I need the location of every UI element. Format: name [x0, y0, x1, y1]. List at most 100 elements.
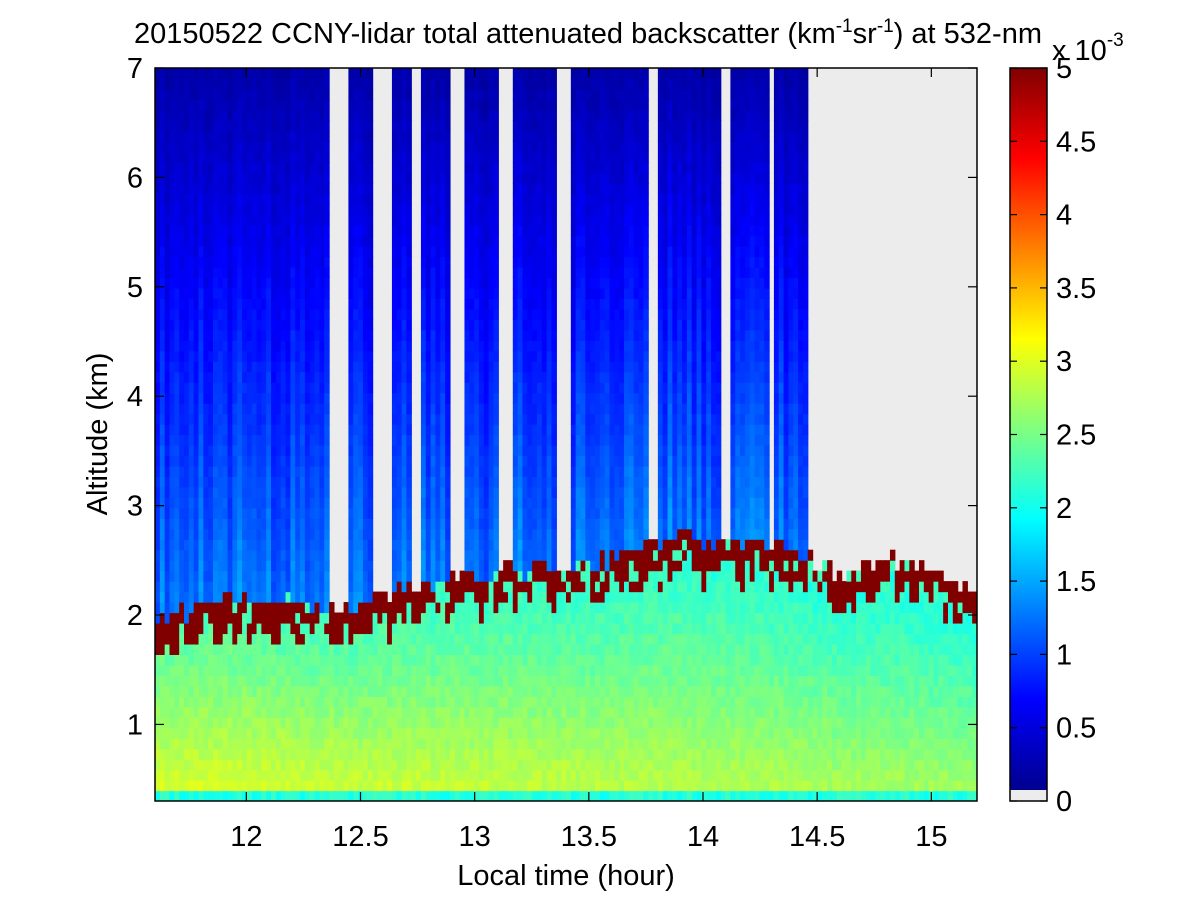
heatmap-cell [483, 350, 490, 362]
heatmap-cell [237, 392, 243, 404]
heatmap-cell [295, 539, 301, 551]
heatmap-cell [420, 591, 427, 603]
heatmap-cell [290, 350, 296, 362]
heatmap-cell [300, 371, 306, 383]
heatmap-cell [314, 109, 320, 121]
heatmap-cell [391, 518, 398, 530]
heatmap-cell [329, 654, 335, 666]
heatmap-cell [179, 371, 185, 383]
heatmap-cell [319, 350, 325, 362]
heatmap-cell [430, 570, 437, 582]
heatmap-cell [213, 340, 219, 352]
heatmap-cell [174, 602, 180, 614]
heatmap-cell [217, 759, 224, 771]
heatmap-cell [193, 560, 200, 572]
heatmap-cell [266, 444, 272, 457]
heatmap-cell [401, 706, 408, 718]
heatmap-cell [227, 130, 233, 142]
heatmap-cell [251, 350, 258, 362]
heatmap-cell [159, 622, 166, 635]
heatmap-cell [314, 507, 320, 519]
heatmap-cell [488, 664, 495, 676]
heatmap-cell [222, 549, 229, 561]
heatmap-cell [198, 329, 204, 341]
heatmap-cell [362, 329, 369, 341]
heatmap-cell [488, 633, 495, 645]
heatmap-cell [522, 109, 528, 121]
heatmap-cell [527, 130, 533, 142]
heatmap-cell [227, 455, 233, 467]
heatmap-cell [232, 602, 238, 614]
heatmap-cell [425, 277, 432, 289]
heatmap-cell [159, 78, 166, 90]
heatmap-cell [435, 748, 441, 760]
heatmap-cell [493, 120, 499, 132]
heatmap-cell [222, 183, 229, 195]
heatmap-cell [362, 434, 369, 446]
heatmap-cell [474, 602, 480, 614]
heatmap-cell [367, 539, 374, 551]
heatmap-cell [382, 622, 388, 635]
heatmap-cell [401, 277, 408, 289]
heatmap-cell [391, 581, 398, 593]
heatmap-cell [246, 204, 253, 216]
heatmap-cell [280, 486, 287, 498]
heatmap-cell [208, 413, 214, 425]
heatmap-cell [300, 675, 306, 687]
heatmap-cell [498, 717, 504, 729]
heatmap-cell [275, 434, 282, 446]
heatmap-cell [227, 214, 233, 226]
heatmap-cell [517, 109, 524, 121]
heatmap-cell [227, 246, 233, 258]
heatmap-cell [290, 486, 296, 498]
heatmap-cell [193, 612, 200, 624]
heatmap-cell [271, 434, 277, 446]
heatmap-cell [464, 696, 470, 708]
heatmap-cell [193, 675, 200, 687]
heatmap-cell [169, 622, 175, 635]
heatmap-cell [314, 518, 320, 530]
heatmap-cell [193, 392, 200, 404]
heatmap-cell [227, 570, 233, 582]
heatmap-cell [440, 790, 446, 801]
heatmap-cell [222, 392, 229, 404]
heatmap-cell [348, 204, 354, 216]
heatmap-cell [469, 120, 475, 132]
heatmap-cell [246, 162, 253, 174]
heatmap-cell [541, 361, 548, 373]
heatmap-cell [213, 727, 219, 739]
heatmap-cell [242, 350, 248, 362]
heatmap-cell [551, 340, 557, 352]
heatmap-cell [425, 392, 432, 404]
heatmap-cell [517, 769, 524, 781]
heatmap-cell [532, 570, 538, 582]
heatmap-cell [493, 99, 499, 111]
heatmap-cell [232, 633, 238, 645]
heatmap-cell [251, 549, 258, 561]
heatmap-cell [440, 371, 446, 383]
heatmap-cell [314, 633, 320, 645]
heatmap-cell [261, 151, 267, 163]
heatmap-cell [188, 109, 195, 121]
heatmap-cell [454, 675, 461, 687]
heatmap-cell [367, 371, 374, 383]
heatmap-cell [295, 319, 301, 331]
heatmap-cell [217, 120, 224, 132]
heatmap-cell [532, 696, 538, 708]
heatmap-cell [164, 539, 171, 551]
heatmap-cell [290, 633, 296, 645]
heatmap-cell [541, 486, 548, 498]
heatmap-cell [333, 643, 340, 655]
heatmap-cell [391, 329, 398, 341]
heatmap-cell [271, 780, 277, 792]
heatmap-cell [551, 759, 557, 771]
heatmap-cell [155, 141, 161, 153]
heatmap-cell [184, 403, 190, 415]
heatmap-cell [512, 350, 519, 362]
heatmap-cell [430, 308, 437, 320]
heatmap-cell [469, 424, 475, 436]
heatmap-cell [358, 193, 364, 205]
heatmap-cell [464, 518, 470, 530]
heatmap-cell [338, 759, 345, 771]
heatmap-cell [541, 298, 548, 310]
